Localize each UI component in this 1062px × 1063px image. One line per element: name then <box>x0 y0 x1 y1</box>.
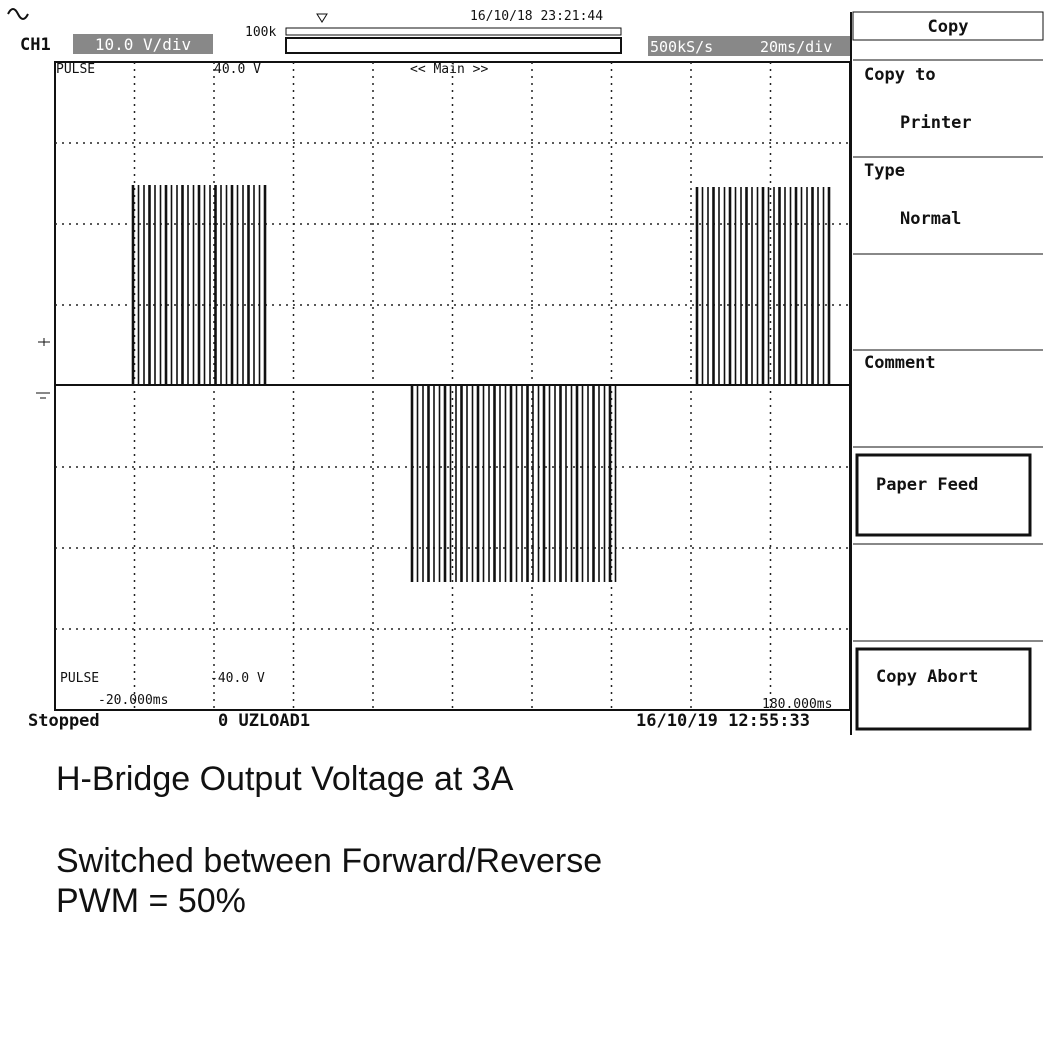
clock: 16/10/19 12:55:33 <box>636 711 810 731</box>
sample-rate: 500kS/s <box>650 38 713 56</box>
copy-abort[interactable]: Copy Abort <box>876 667 978 687</box>
channel: CH1 <box>20 35 51 55</box>
rate-box <box>648 36 850 56</box>
zoom-bar <box>285 37 622 54</box>
time-div: 20ms/div <box>760 38 832 56</box>
paper-feed-button[interactable] <box>855 453 1032 537</box>
record-bar <box>285 27 622 36</box>
caption-title: H-Bridge Output Voltage at 3A <box>56 760 514 798</box>
caption-line: Switched between Forward/Reverse <box>56 842 602 880</box>
vdiv-box <box>73 34 213 54</box>
zoom-label: << Main >> <box>410 62 488 77</box>
normal[interactable]: Normal <box>900 209 961 229</box>
printer[interactable]: Printer <box>900 113 972 133</box>
caption-line: PWM = 50% <box>56 882 246 920</box>
ac-icon <box>7 8 29 20</box>
record-length: 100k <box>245 25 276 40</box>
trigger-time: 16/10/18 23:21:44 <box>470 9 603 24</box>
menu-title: Copy <box>928 17 969 37</box>
vdiv: 10.0 V/div <box>95 35 191 54</box>
bottom-label: PULSE <box>60 671 99 686</box>
copy-to[interactable]: Copy to <box>864 65 936 85</box>
time-end: 180.000ms <box>762 697 832 712</box>
type[interactable]: Type <box>864 161 905 181</box>
time-start: -20.000ms <box>98 693 168 708</box>
trigger-marker <box>316 13 328 23</box>
file-name: 0 UZLOAD1 <box>218 711 310 731</box>
scope-screen: CH1 10.0 V/div 100k 16/10/18 23:21:44 50… <box>7 8 851 731</box>
copy-abort-button[interactable] <box>855 647 1032 731</box>
status: Stopped <box>28 711 100 731</box>
level-markers <box>36 338 50 399</box>
paper-feed[interactable]: Paper Feed <box>876 475 978 495</box>
comment[interactable]: Comment <box>864 353 936 373</box>
bottom-voltage: -40.0 V <box>210 671 265 686</box>
top-label: PULSE <box>56 62 95 77</box>
top-voltage: 40.0 V <box>214 62 261 77</box>
side-menu: Copy Copy to Printer Type Normal Comment… <box>850 11 1044 735</box>
menu-title-box <box>852 11 1044 41</box>
